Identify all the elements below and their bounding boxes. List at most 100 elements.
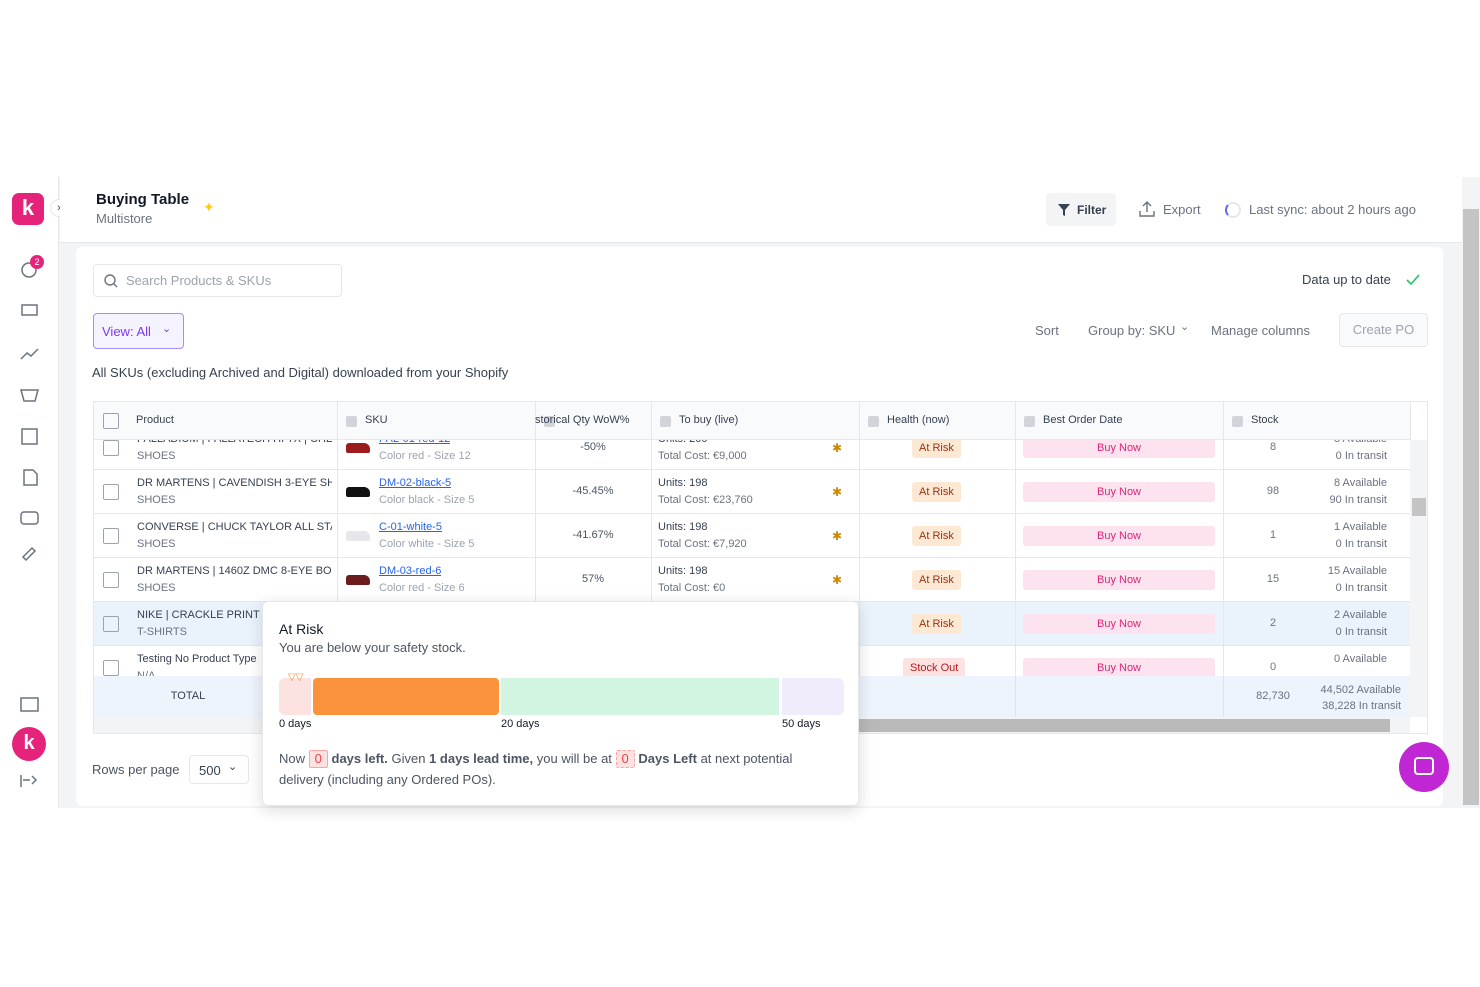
divider — [535, 440, 536, 469]
buy-now: Buy Now — [1023, 482, 1215, 502]
units: Units: 198 — [658, 477, 708, 489]
health-pill: Stock Out — [903, 658, 966, 676]
tooltip-sentence: Now 0 days left. Given 1 days lead time,… — [279, 748, 839, 790]
product-type: SHOES — [137, 538, 176, 550]
rows-value: 500 — [199, 763, 221, 778]
info-icon — [660, 416, 671, 427]
tooltip: At Risk You are below your safety stock.… — [262, 601, 859, 806]
cost: Total Cost: €0 — [658, 582, 726, 594]
product-name: DR MARTENS | CAVENDISH 3-EYE SH — [137, 477, 332, 489]
account[interactable]: k — [12, 727, 46, 761]
available: 2 Available — [1333, 609, 1387, 621]
checkbox — [103, 440, 119, 456]
divider — [1015, 440, 1016, 469]
units: Units: 200 — [658, 440, 708, 445]
divider — [1223, 402, 1224, 440]
cost: Total Cost: €9,000 — [658, 450, 747, 462]
column-header: storical Qty WoW% — [535, 414, 630, 426]
product-name: CONVERSE | CHUCK TAYLOR ALL STA — [137, 521, 332, 533]
transit: 0 In transit — [1335, 582, 1387, 594]
total-stock: 82,730 — [1256, 690, 1290, 702]
transit: 90 In transit — [1329, 494, 1387, 506]
badge: 2 — [30, 255, 44, 269]
divider — [337, 558, 338, 601]
transit: 0 In transit — [1335, 450, 1387, 462]
chat-button[interactable] — [1399, 742, 1449, 792]
table-row: DR MARTENS | CAVENDISH 3-EYE SH SHOES DM-0… — [94, 470, 1410, 514]
divider — [859, 514, 860, 557]
scale-label: 50 days — [782, 718, 821, 730]
chevron: ⌄ — [228, 761, 238, 773]
thumb — [1412, 498, 1426, 516]
column-header: Product — [136, 414, 174, 426]
rows-select[interactable]: 500 ⌄ — [189, 755, 249, 784]
variant: Color red - Size 12 — [379, 450, 471, 462]
variant: Color black - Size 5 — [379, 494, 475, 506]
divider — [1223, 440, 1224, 469]
thumb — [1463, 209, 1479, 805]
buy-now: Buy Now — [1023, 440, 1215, 458]
available: 1 Available — [1333, 521, 1387, 533]
checkbox — [103, 528, 119, 544]
product-type: SHOES — [137, 494, 176, 506]
product-name: PALLADIUM | PALLATECH HI TX | CHE — [137, 440, 332, 445]
status-icon: ✱ — [832, 529, 843, 543]
scale-label: 20 days — [501, 718, 540, 730]
product-image — [346, 443, 370, 453]
checkbox — [103, 616, 119, 632]
search-icon — [104, 274, 118, 288]
divider — [859, 558, 860, 601]
text: days left. — [331, 751, 388, 766]
column-header: To buy (live) — [679, 414, 739, 426]
health-pill: At Risk — [912, 614, 961, 634]
sku: PAL-01-red-12 — [379, 440, 450, 445]
divider — [535, 402, 536, 440]
chevron: ⌄ — [1180, 321, 1190, 333]
segment-critical — [279, 678, 311, 715]
divider — [859, 402, 860, 440]
stock: 98 — [1266, 485, 1280, 497]
check-icon — [1406, 274, 1420, 286]
divider — [651, 514, 652, 557]
product-image — [346, 487, 370, 497]
divider — [535, 558, 536, 601]
checkbox — [103, 660, 119, 676]
cost: Total Cost: €23,760 — [658, 494, 753, 506]
v-scrollbar — [1410, 440, 1427, 717]
buy-now: Buy Now — [1023, 570, 1215, 590]
stock: 0 — [1269, 661, 1277, 673]
available: 8 Available — [1244, 440, 1387, 445]
status-icon: ✱ — [832, 485, 843, 499]
text: 1 days lead time, — [429, 751, 534, 766]
days-box: 0 — [308, 750, 328, 768]
divider — [535, 514, 536, 557]
text: Now — [279, 751, 306, 766]
search-box[interactable]: Search Products & SKUs — [93, 264, 342, 297]
view-select[interactable]: View: All ⌄ — [93, 313, 184, 349]
rows-label: Rows per page — [92, 762, 180, 777]
filter-button[interactable]: Filter — [1046, 193, 1116, 226]
units: Units: 198 — [658, 565, 708, 577]
divider — [535, 470, 536, 513]
sync-spinner — [1225, 202, 1241, 218]
wow: -41.67% — [572, 529, 614, 541]
divider — [1015, 676, 1016, 717]
group-by[interactable]: Group by: SKU — [1088, 323, 1176, 338]
divider — [651, 402, 652, 440]
wow: -45.45% — [572, 485, 614, 497]
column-header: Best Order Date — [1043, 414, 1123, 426]
logo[interactable]: k — [12, 193, 44, 225]
variant: Color red - Size 6 — [379, 582, 465, 594]
filter-label: Filter — [1077, 203, 1107, 217]
divider — [859, 440, 860, 469]
days-box: 0 — [615, 750, 635, 768]
sort[interactable]: Sort — [1035, 323, 1059, 338]
divider — [1015, 402, 1016, 440]
manage-columns[interactable]: Manage columns — [1211, 323, 1310, 338]
create-po[interactable]: Create PO — [1339, 313, 1428, 347]
table-row: PALLADIUM | PALLATECH HI TX | CHE SHOES PA… — [94, 440, 1410, 470]
export-button[interactable]: Export — [1163, 202, 1201, 217]
text: Days Left — [638, 751, 697, 766]
divider — [337, 514, 338, 557]
segment-risk — [313, 678, 499, 715]
